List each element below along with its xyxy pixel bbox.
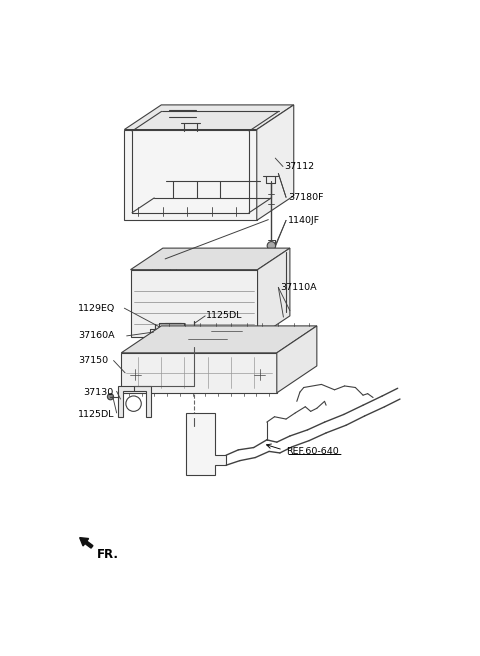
Text: 1140JF: 1140JF (288, 216, 321, 225)
Text: 1129EQ: 1129EQ (78, 304, 115, 313)
Polygon shape (118, 386, 151, 417)
Bar (131, 164, 150, 194)
Polygon shape (186, 413, 226, 474)
Text: 37150: 37150 (78, 356, 108, 365)
Text: 37160A: 37160A (78, 331, 115, 340)
Polygon shape (277, 326, 317, 393)
Bar (152, 262, 158, 270)
Polygon shape (131, 270, 258, 337)
Text: 1125DL: 1125DL (206, 312, 242, 320)
Polygon shape (124, 105, 294, 129)
Circle shape (130, 369, 141, 380)
Text: 1125DL: 1125DL (78, 410, 115, 419)
Text: 37180F: 37180F (288, 193, 324, 202)
Polygon shape (121, 326, 317, 353)
Text: 37110A: 37110A (281, 283, 317, 292)
Polygon shape (258, 248, 290, 337)
Bar (191, 438, 203, 461)
Circle shape (188, 362, 204, 379)
Polygon shape (121, 353, 277, 393)
Circle shape (151, 319, 159, 327)
Text: FR.: FR. (96, 548, 119, 561)
Circle shape (192, 367, 200, 375)
Polygon shape (131, 248, 290, 270)
Bar (170, 262, 176, 270)
Polygon shape (257, 105, 294, 220)
Circle shape (108, 394, 114, 400)
Text: REF.60-640: REF.60-640 (286, 447, 339, 456)
Bar (134, 283, 229, 297)
Circle shape (266, 167, 275, 176)
Polygon shape (124, 129, 257, 220)
Circle shape (191, 318, 197, 324)
Circle shape (126, 396, 141, 411)
Text: 37112: 37112 (285, 162, 314, 171)
FancyArrow shape (80, 538, 93, 548)
Text: 37130: 37130 (83, 388, 113, 398)
Circle shape (267, 241, 276, 250)
Circle shape (254, 369, 265, 380)
